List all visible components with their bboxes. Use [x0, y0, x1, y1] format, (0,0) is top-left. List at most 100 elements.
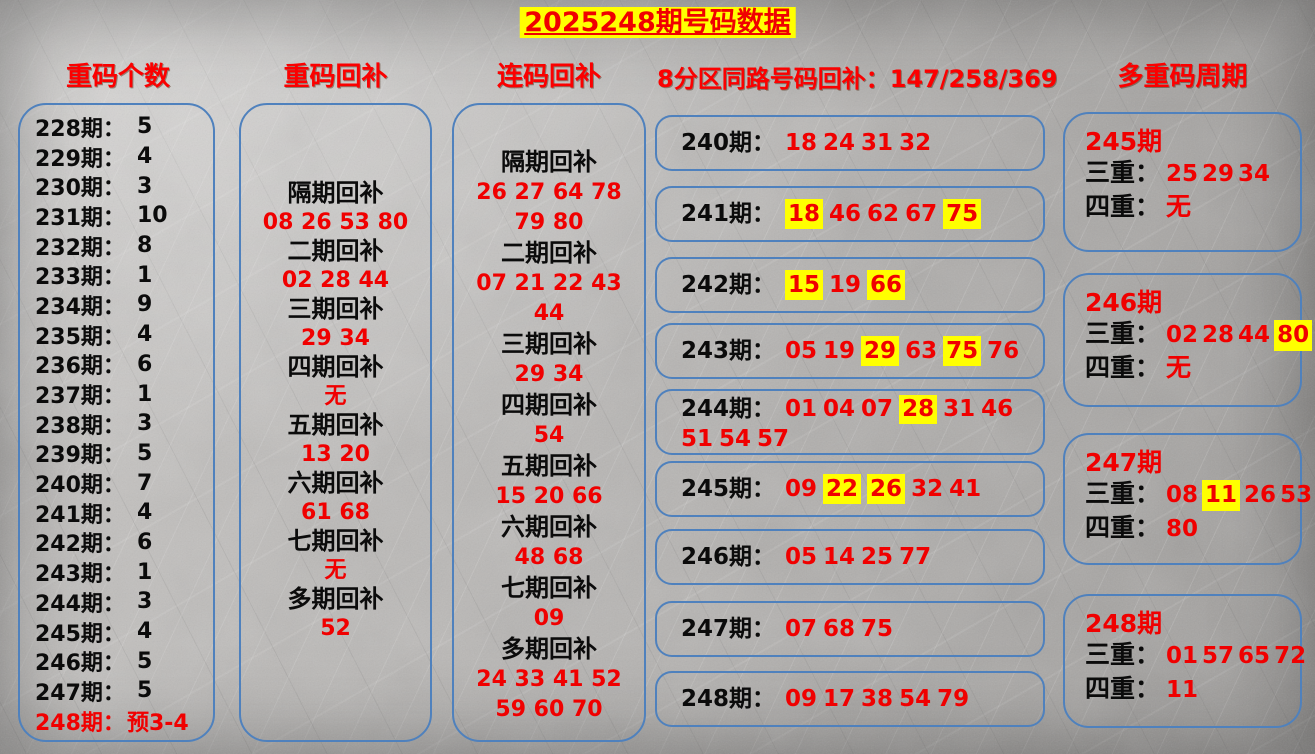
count-value: 6 — [136, 529, 153, 555]
refill-item: 七期回补 09 — [454, 573, 644, 634]
number: 53 — [1280, 482, 1313, 508]
zone8-row-245: 245期： 09 22 26 32 41 — [655, 461, 1045, 517]
count-value: 6 — [136, 351, 153, 377]
count-value: 4 — [136, 144, 153, 170]
count-value: 4 — [136, 619, 153, 645]
dup-count-row: 232期： 8 — [20, 231, 213, 261]
refill-item: 六期回补 61 68 — [241, 469, 430, 527]
refill-value: 13 20 — [301, 442, 370, 467]
multi-cycle-box-247: 247期 三重： 08 11 26 53 四重： 80 — [1063, 433, 1312, 565]
number: 01 — [785, 396, 818, 422]
number: 72 — [1274, 643, 1307, 669]
period-label: 245期： — [681, 476, 776, 502]
number: 65 — [1238, 643, 1271, 669]
zone8-row-247: 247期： 07 68 75 — [655, 601, 1045, 657]
number: 68 — [823, 616, 856, 642]
refill-label: 四期回补 — [501, 391, 597, 419]
number: 34 — [1238, 161, 1271, 187]
refill-value: 08 26 53 80 — [262, 210, 409, 235]
count-value: 3 — [136, 411, 153, 437]
period-label: 232期： — [35, 235, 125, 261]
zone8-row-246: 246期： 05 14 25 77 — [655, 529, 1045, 585]
dup-refill-panel: 隔期回补 08 26 53 80 二期回补 02 28 44 三期回补 29 34 四… — [239, 103, 432, 742]
number: 63 — [905, 338, 938, 364]
refill-label: 四期回补 — [287, 353, 384, 381]
number: 80 — [1274, 320, 1313, 351]
refill-value: 29 34 — [514, 362, 584, 387]
refill-label: 三期回补 — [501, 330, 597, 358]
number: 32 — [911, 476, 944, 502]
refill-value: 15 20 66 — [495, 484, 603, 509]
number: 54 — [719, 426, 752, 452]
count-value: 5 — [136, 648, 153, 674]
header-serial-refill: 连码回补 — [496, 62, 601, 92]
dup-count-row: 237期： 1 — [20, 379, 213, 410]
quad-label: 四重： — [1085, 674, 1161, 703]
refill-item: 五期回补 13 20 — [241, 411, 430, 469]
refill-item: 隔期回补 08 26 53 80 — [241, 179, 430, 237]
header-dup-count: 重码个数 — [65, 62, 170, 92]
dup-count-row-prediction: 248期： 预3-4 — [20, 706, 213, 736]
period-label: 241期： — [35, 502, 125, 528]
period-label: 240期： — [35, 473, 125, 499]
number: 07 — [861, 396, 894, 422]
refill-item: 三期回补 29 34 — [454, 329, 644, 390]
period-label: 230期： — [35, 176, 125, 202]
dup-count-row: 228期： 5 — [20, 112, 213, 142]
refill-label: 隔期回补 — [501, 148, 597, 176]
count-value: 9 — [136, 292, 153, 318]
number: 77 — [899, 544, 932, 570]
refill-item: 隔期回补 26 27 64 78 79 80 — [454, 147, 644, 238]
count-value: 1 — [136, 381, 153, 407]
dup-count-row: 235期： 4 — [20, 320, 213, 350]
triple-label: 三重： — [1085, 479, 1161, 508]
number: 02 — [1166, 322, 1199, 348]
number: 75 — [861, 616, 894, 642]
refill-item: 二期回补 07 21 22 43 44 — [454, 238, 644, 329]
refill-label: 六期回补 — [501, 513, 597, 541]
number: 25 — [1166, 161, 1199, 187]
period-label: 235期： — [35, 324, 125, 350]
number: 66 — [867, 270, 906, 300]
refill-value: 29 34 — [301, 326, 370, 351]
zone8-row-244: 244期： 01 04 07 28 31 46 51 54 57 — [655, 389, 1045, 455]
triple-label: 三重： — [1085, 640, 1161, 669]
count-value: 4 — [136, 322, 153, 348]
refill-value: 48 68 — [514, 545, 584, 570]
refill-label: 五期回补 — [287, 411, 384, 439]
refill-value: 26 27 64 78 79 80 — [476, 180, 622, 235]
refill-label: 多期回补 — [501, 635, 597, 663]
zone8-row-248: 248期： 09 17 38 54 79 — [655, 671, 1045, 727]
header-dup-refill: 重码回补 — [283, 62, 388, 92]
number: 15 — [785, 270, 824, 300]
refill-label: 六期回补 — [287, 469, 384, 497]
multi-cycle-box-246: 246期 三重： 02 28 44 80 四重：无 — [1063, 273, 1313, 407]
count-value: 5 — [136, 114, 153, 140]
number: 18 — [785, 199, 824, 229]
zone8-row-243: 243期： 05 19 29 63 75 76 — [655, 323, 1045, 379]
quad-value: 80 — [1166, 516, 1199, 542]
dup-count-row: 231期： 10 — [20, 201, 213, 231]
period-label: 241期： — [681, 201, 776, 227]
refill-item: 五期回补 15 20 66 — [454, 451, 644, 512]
period-label: 245期： — [35, 621, 125, 647]
count-value: 7 — [136, 470, 153, 496]
quad-line: 四重： 80 — [1085, 512, 1294, 546]
count-value: 3 — [136, 589, 153, 615]
number: 05 — [785, 544, 818, 570]
count-value: 1 — [136, 559, 153, 585]
dup-count-row: 244期： 3 — [20, 587, 213, 617]
quad-line: 四重： 11 — [1085, 673, 1294, 707]
count-value: 5 — [136, 678, 153, 704]
triple-label: 三重： — [1085, 158, 1161, 187]
period-label: 246期： — [35, 651, 125, 677]
period-label: 239期： — [35, 443, 125, 469]
quad-label: 四重： — [1085, 353, 1161, 382]
refill-value: 54 — [533, 423, 565, 448]
number: 51 — [681, 426, 714, 452]
number: 22 — [823, 474, 862, 504]
dup-count-row: 241期： 4 — [20, 498, 213, 528]
header-zone8: 8分区同路号码回补：147/258/369 — [657, 65, 1058, 93]
period-label: 247期 — [1085, 448, 1163, 477]
zone8-row-242: 242期： 15 19 66 — [655, 257, 1045, 313]
